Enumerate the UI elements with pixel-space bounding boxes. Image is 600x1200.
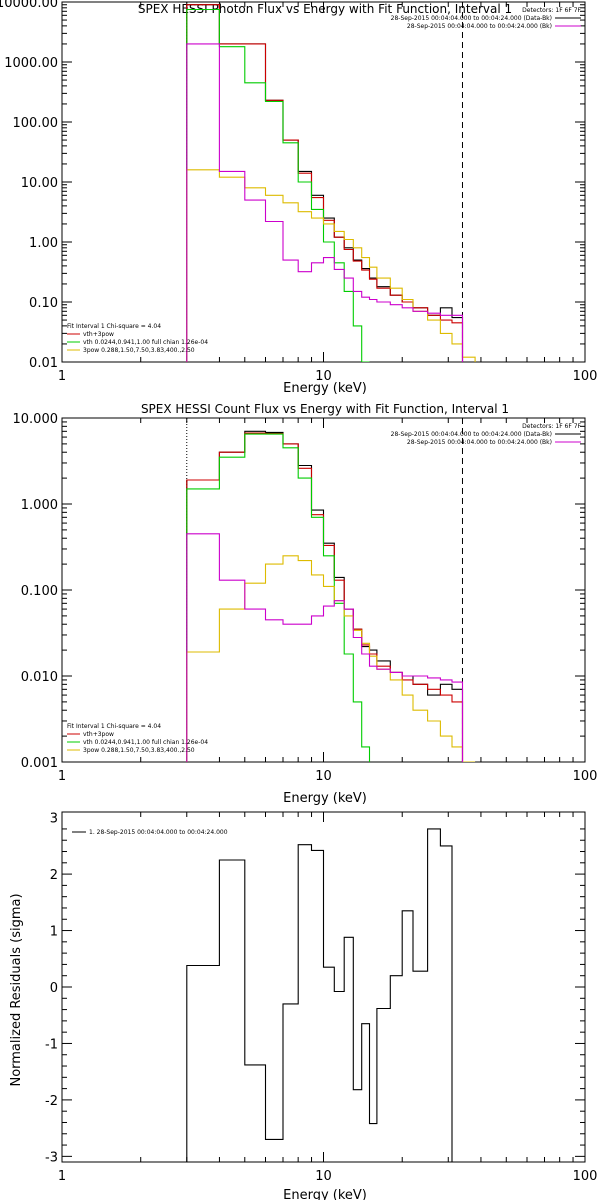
y-tick-label: -3 [45, 1150, 58, 1165]
series-vth-3pow [186, 4, 464, 362]
y-tick-label: -1 [45, 1037, 58, 1052]
count-flux-chart: SPEX HESSI Count Flux vs Energy with Fit… [13, 402, 598, 806]
legend-header: Fit Interval 1 Chi-square = 4.04 [67, 723, 161, 730]
series-group [186, 828, 453, 1162]
series-3pow [186, 555, 476, 762]
series-bk [186, 43, 464, 362]
residuals-chart: Energy (keV) Normalized Residuals (sigma… [9, 811, 598, 1200]
y-tick-label: 3 [50, 812, 58, 827]
y-tick-label: 0 [50, 981, 58, 996]
legend-header: Fit Interval 1 Chi-square = 4.04 [67, 323, 161, 330]
y-tick-label: 1.00 [29, 236, 58, 251]
y-tick-label: 10000.00 [0, 0, 58, 11]
x-tick-label: 100 [573, 369, 598, 384]
x-tick-label: 10 [315, 1169, 332, 1184]
legend-entry-label: 3pow 0.288,1.50,7.50,3.83,400.,2.50 [83, 747, 195, 754]
y-tick-label: 10.000 [13, 412, 59, 427]
y-tick-label: 2 [50, 868, 58, 883]
photon-flux-chart: SPEX HESSI Photon Flux vs Energy with Fi… [0, 0, 597, 396]
legend-header: Detectors: 1F 6F 7F [522, 423, 581, 430]
y-tick-label: 1 [50, 925, 58, 940]
series-1-28-sep-2015-00-04-04-000-to-00-04-24-000 [186, 828, 453, 1162]
y-tick-label: -2 [45, 1094, 58, 1109]
x-tick-label: 100 [573, 769, 598, 784]
series-group [186, 4, 476, 362]
series-3pow [186, 169, 476, 362]
legend-header: Detectors: 1F 6F 7F [522, 7, 581, 14]
legend-entry-label: 1. 28-Sep-2015 00:04:04.000 to 00:04:24.… [89, 829, 228, 836]
y-tick-label: 0.010 [21, 670, 58, 685]
legend-entry-label: 28-Sep-2015 00:04:04.000 to 00:04:24.000… [407, 23, 552, 30]
y-tick-label: 100.00 [13, 116, 59, 131]
x-tick-label: 100 [573, 1169, 598, 1184]
chart-title: SPEX HESSI Count Flux vs Energy with Fit… [141, 402, 509, 416]
y-tick-label: 0.001 [21, 756, 58, 771]
series-group [186, 430, 476, 762]
legend-entry-label: vth 0.0244,0.941,1.00 full chian 1.26e-0… [83, 739, 208, 746]
plot-frame [61, 1, 586, 363]
series-vth [186, 433, 371, 762]
y-tick-label: 10.00 [21, 176, 58, 191]
y-axis-label: Normalized Residuals (sigma) [9, 893, 24, 1086]
x-tick-label: 1 [58, 369, 66, 384]
x-axis-label: Energy (keV) [283, 1188, 367, 1200]
series-vth-3pow [186, 432, 464, 762]
series-vth [186, 8, 370, 362]
series-data-bk [186, 430, 464, 762]
legend-entry-label: 3pow 0.288,1.50,7.50,3.83,400.,2.50 [83, 347, 195, 354]
x-tick-label: 1 [58, 1169, 66, 1184]
legend-entry-label: vth 0.0244,0.941,1.00 full chian 1.26e-0… [83, 339, 208, 346]
legend-entry-label: vth+3pow [83, 331, 114, 338]
y-tick-label: 0.100 [21, 584, 58, 599]
y-tick-label: 1000.00 [4, 56, 58, 71]
x-axis-label: Energy (keV) [283, 791, 367, 806]
y-tick-label: 0.01 [29, 356, 58, 371]
x-tick-label: 10 [315, 369, 332, 384]
x-tick-label: 1 [58, 769, 66, 784]
y-tick-label: 1.000 [21, 498, 58, 513]
series-data-bk [186, 4, 464, 362]
legend-entry-label: 28-Sep-2015 00:04:04.000 to 00:04:24.000… [391, 15, 552, 22]
chart-title: SPEX HESSI Photon Flux vs Energy with Fi… [138, 2, 512, 16]
legend-entry-label: 28-Sep-2015 00:04:04.000 to 00:04:24.000… [407, 439, 552, 446]
series-bk [186, 533, 464, 762]
x-tick-label: 10 [315, 769, 332, 784]
legend-entry-label: 28-Sep-2015 00:04:04.000 to 00:04:24.000… [391, 431, 552, 438]
y-tick-label: 0.10 [29, 296, 58, 311]
plot-frame [61, 417, 586, 763]
legend-entry-label: vth+3pow [83, 731, 114, 738]
x-axis-label: Energy (keV) [283, 381, 367, 396]
